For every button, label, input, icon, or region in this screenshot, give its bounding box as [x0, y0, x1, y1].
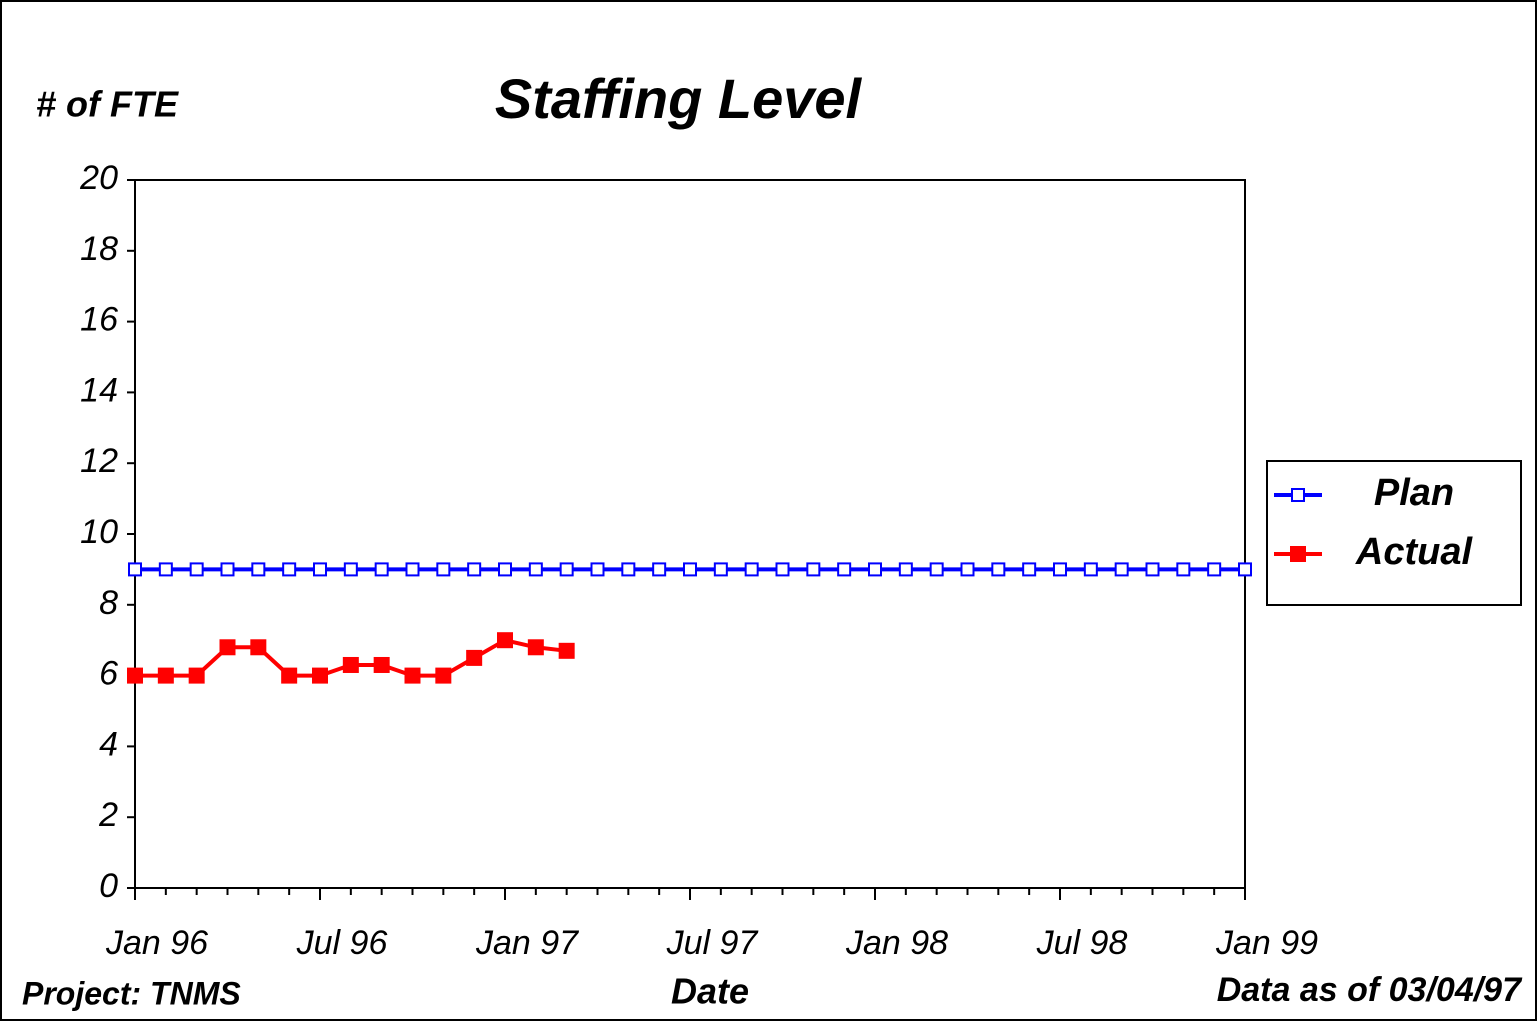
- x-tick-label: Jul 97: [666, 924, 759, 962]
- data-point: [527, 639, 544, 656]
- data-point: [1022, 562, 1037, 577]
- data-point: [436, 562, 451, 577]
- data-point: [1145, 562, 1160, 577]
- data-point: [250, 639, 267, 656]
- data-point: [220, 562, 235, 577]
- legend: [1266, 460, 1522, 606]
- data-point: [374, 562, 389, 577]
- data-point: [466, 649, 483, 666]
- x-tick-label: Jul 96: [296, 924, 388, 962]
- x-tick-label: Jan 96: [105, 924, 208, 962]
- data-point: [590, 562, 605, 577]
- data-point: [558, 642, 575, 659]
- data-point: [1083, 562, 1098, 577]
- data-point: [775, 562, 790, 577]
- y-tick-label: 6: [99, 655, 118, 693]
- data-point: [189, 562, 204, 577]
- data-point: [157, 667, 174, 684]
- data-point: [128, 562, 142, 577]
- data-point: [991, 562, 1006, 577]
- legend-swatch-marker: [1290, 546, 1306, 562]
- data-point: [1176, 562, 1191, 577]
- x-tick-label: Jan 97: [475, 924, 579, 962]
- data-point: [312, 667, 328, 684]
- data-point: [898, 562, 913, 577]
- data-point: [342, 656, 359, 673]
- x-tick-label: Jul 98: [1036, 924, 1128, 962]
- y-tick-label: 4: [99, 725, 118, 763]
- y-tick-label: 2: [98, 796, 118, 834]
- x-tick-label: Jan 99: [1215, 924, 1318, 962]
- y-tick-label: 8: [99, 584, 118, 622]
- y-tick-label: 0: [99, 867, 118, 905]
- data-point: [621, 562, 636, 577]
- data-point: [251, 562, 266, 577]
- data-point: [127, 667, 143, 684]
- data-point: [683, 562, 697, 577]
- y-tick-label: 18: [80, 230, 118, 268]
- legend-label: Actual: [1355, 531, 1474, 573]
- footnote: Data as of 03/04/97: [1217, 971, 1523, 1009]
- data-point: [559, 562, 574, 577]
- data-point: [282, 562, 297, 577]
- data-point: [373, 656, 390, 673]
- data-point: [929, 562, 944, 577]
- data-point: [528, 562, 543, 577]
- y-tick-label: 12: [80, 442, 118, 480]
- data-point: [281, 667, 298, 684]
- legend-label: Plan: [1374, 472, 1454, 514]
- x-tick-label: Jan 98: [845, 924, 948, 962]
- data-point: [837, 562, 852, 577]
- chart-title: Staffing Level: [495, 67, 863, 130]
- data-point: [313, 562, 327, 577]
- data-point: [652, 562, 667, 577]
- y-tick-label: 14: [80, 371, 118, 409]
- data-point: [497, 632, 513, 649]
- data-point: [158, 562, 173, 577]
- data-point: [405, 562, 420, 577]
- data-point: [1114, 562, 1129, 577]
- data-point: [404, 667, 421, 684]
- y-axis-label: # of FTE: [36, 84, 179, 125]
- y-tick-label: 16: [80, 301, 118, 339]
- data-point: [744, 562, 759, 577]
- legend-swatch-marker: [1291, 488, 1305, 502]
- data-point: [188, 667, 205, 684]
- footnote: Project: TNMS: [22, 975, 241, 1011]
- data-point: [1238, 562, 1252, 577]
- data-point: [806, 562, 821, 577]
- data-point: [1207, 562, 1222, 577]
- data-point: [713, 562, 728, 577]
- data-point: [467, 562, 482, 577]
- data-point: [435, 667, 452, 684]
- y-tick-label: 20: [79, 159, 118, 197]
- data-point: [343, 562, 358, 577]
- data-point: [1053, 562, 1067, 577]
- x-axis-label: Date: [671, 971, 749, 1012]
- data-point: [498, 562, 512, 577]
- data-point: [219, 639, 236, 656]
- plot-area: [134, 179, 1246, 889]
- y-tick-label: 10: [80, 513, 118, 551]
- data-point: [960, 562, 975, 577]
- data-point: [868, 562, 882, 577]
